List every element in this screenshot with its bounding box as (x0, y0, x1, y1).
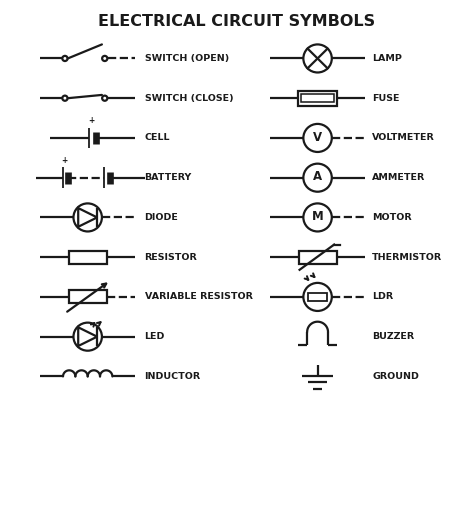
Text: MOTOR: MOTOR (372, 213, 412, 222)
Text: BUZZER: BUZZER (372, 332, 414, 341)
Text: DIODE: DIODE (145, 213, 178, 222)
Text: +: + (61, 156, 68, 165)
Text: +: + (88, 116, 94, 125)
Text: THERMISTOR: THERMISTOR (372, 252, 442, 262)
Text: CELL: CELL (145, 133, 170, 142)
Text: A: A (313, 170, 322, 183)
Text: M: M (312, 210, 323, 223)
Bar (298, 91, 337, 106)
Text: INDUCTOR: INDUCTOR (145, 372, 201, 381)
Text: FUSE: FUSE (372, 94, 400, 103)
Text: V: V (313, 130, 322, 143)
Bar (299, 250, 337, 264)
Bar (69, 250, 107, 264)
Text: ELECTRICAL CIRCUIT SYMBOLS: ELECTRICAL CIRCUIT SYMBOLS (99, 14, 375, 29)
Bar (308, 293, 327, 301)
Bar (301, 94, 334, 103)
Text: SWITCH (OPEN): SWITCH (OPEN) (145, 54, 229, 63)
Text: LAMP: LAMP (372, 54, 402, 63)
Text: VARIABLE RESISTOR: VARIABLE RESISTOR (145, 292, 253, 301)
Text: LED: LED (145, 332, 165, 341)
Bar (69, 290, 107, 304)
Text: VOLTMETER: VOLTMETER (372, 133, 435, 142)
Text: GROUND: GROUND (372, 372, 419, 381)
Text: LDR: LDR (372, 292, 393, 301)
Text: SWITCH (CLOSE): SWITCH (CLOSE) (145, 94, 233, 103)
Text: AMMETER: AMMETER (372, 173, 425, 182)
Text: RESISTOR: RESISTOR (145, 252, 197, 262)
Text: BATTERY: BATTERY (145, 173, 192, 182)
